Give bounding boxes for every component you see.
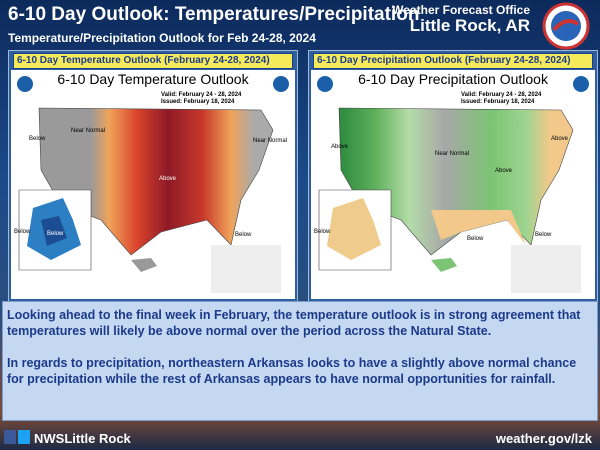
footer-handle: NWSLittle Rock bbox=[34, 431, 131, 446]
valid: Valid: February 24 - 28, 2024 bbox=[161, 92, 242, 98]
valid: Valid: February 24 - 28, 2024 bbox=[461, 92, 542, 98]
map-label: Below bbox=[14, 229, 31, 235]
map-label: Above bbox=[331, 144, 349, 150]
text-box: Looking ahead to the final week in Febru… bbox=[2, 301, 598, 421]
map-label: Below bbox=[467, 236, 484, 242]
map-label: Above bbox=[551, 136, 569, 142]
map-label: Below bbox=[314, 229, 331, 235]
map-label: Above bbox=[495, 168, 513, 174]
temp-panel: 6-10 Day Temperature Outlook (February 2… bbox=[8, 50, 298, 302]
precip-panel: 6-10 Day Precipitation Outlook (February… bbox=[308, 50, 598, 302]
panel-caption: 6-10 Day Precipitation Outlook (February… bbox=[313, 53, 593, 69]
office: Weather Forecast Office bbox=[392, 3, 530, 17]
map-label: Below bbox=[29, 136, 46, 142]
issued: Issued: February 18, 2024 bbox=[461, 99, 535, 105]
map-label: Below bbox=[535, 232, 552, 238]
location: Little Rock, AR bbox=[409, 16, 530, 35]
map-title: 6-10 Day Precipitation Outlook bbox=[358, 71, 549, 87]
social-icons bbox=[4, 430, 30, 444]
map-label: Below bbox=[47, 231, 64, 237]
map-title: 6-10 Day Temperature Outlook bbox=[57, 71, 249, 87]
issued: Issued: February 18, 2024 bbox=[161, 99, 235, 105]
title: 6-10 Day Outlook: Temperatures/Precipita… bbox=[8, 4, 420, 25]
footer-url: weather.gov/lzk bbox=[495, 431, 592, 446]
map-label: Below bbox=[235, 232, 252, 238]
paragraph: In regards to precipitation, northeaster… bbox=[7, 356, 577, 386]
paragraph: Looking ahead to the final week in Febru… bbox=[7, 308, 581, 338]
map-label: Near Normal bbox=[253, 138, 287, 144]
panel-caption: 6-10 Day Temperature Outlook (February 2… bbox=[13, 53, 293, 69]
map-label: Near Normal bbox=[71, 128, 105, 134]
temp-map: 6-10 Day Temperature Outlook Valid: Febr… bbox=[11, 70, 295, 299]
map-label: Near Normal bbox=[435, 151, 469, 157]
subtitle: Temperature/Precipitation Outlook for Fe… bbox=[8, 31, 316, 45]
map-label: Above bbox=[159, 176, 177, 182]
precip-map: 6-10 Day Precipitation Outlook Valid: Fe… bbox=[311, 70, 595, 299]
nws-logo bbox=[542, 2, 590, 50]
